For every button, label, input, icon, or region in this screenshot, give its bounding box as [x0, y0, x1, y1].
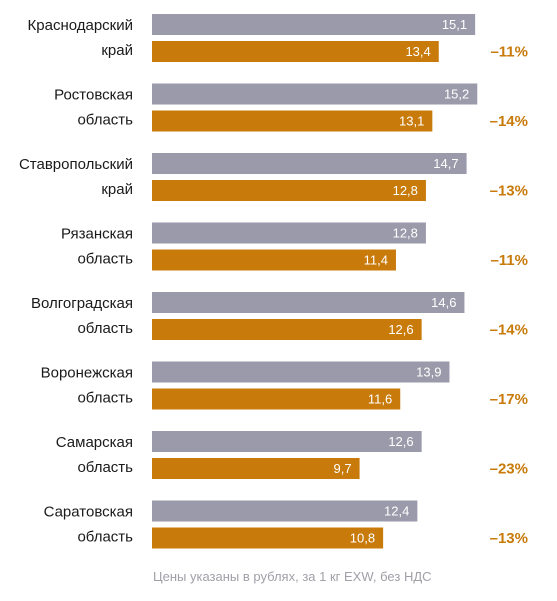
- bar-value-label: 13,1: [399, 114, 424, 129]
- category-label: Рязанская: [61, 226, 133, 243]
- bar-value-label: 11,4: [364, 253, 388, 268]
- bar: [152, 110, 433, 132]
- change-label: –13%: [490, 530, 528, 547]
- bar-value-label: 11,6: [368, 392, 392, 407]
- change-label: –11%: [490, 252, 528, 269]
- change-label: –13%: [490, 183, 528, 200]
- bar: [152, 500, 418, 522]
- bar: [152, 319, 422, 340]
- bar: [152, 180, 426, 201]
- bar-value-label: 14,6: [431, 295, 456, 310]
- bar: [152, 527, 384, 549]
- bar: [152, 458, 360, 479]
- category-label: область: [77, 320, 133, 337]
- bar: [152, 222, 426, 244]
- bar: [152, 388, 401, 410]
- category-label: Саратовская: [44, 504, 133, 521]
- bar-value-label: 12,8: [393, 183, 418, 198]
- category-label: область: [77, 459, 133, 476]
- chart-footnote: Цены указаны в рублях, за 1 кг EXW, без …: [153, 569, 432, 584]
- bar-value-label: 9,7: [334, 461, 352, 476]
- change-label: –14%: [490, 322, 528, 339]
- change-label: –11%: [490, 44, 528, 61]
- category-label: Ростовская: [54, 87, 133, 104]
- bar-value-label: 12,8: [393, 226, 418, 241]
- category-label: Самарская: [56, 434, 133, 451]
- bar-value-label: 10,8: [350, 531, 375, 546]
- bar-value-label: 14,7: [433, 156, 458, 171]
- category-label: край: [101, 181, 133, 198]
- bar-value-label: 13,4: [405, 44, 430, 59]
- category-label: область: [77, 112, 133, 129]
- bar-value-label: 12,6: [388, 434, 413, 449]
- category-label: область: [77, 251, 133, 268]
- bar-value-label: 12,6: [388, 322, 413, 337]
- bar: [152, 249, 396, 271]
- bar: [152, 41, 439, 62]
- category-label: Краснодарский: [28, 17, 133, 34]
- change-label: –14%: [490, 113, 528, 130]
- bar: [152, 83, 478, 105]
- category-label: область: [77, 529, 133, 546]
- bar: [152, 14, 476, 35]
- bar-value-label: 15,2: [444, 87, 469, 102]
- bar-value-label: 13,9: [416, 365, 441, 380]
- category-label: край: [101, 42, 133, 59]
- change-label: –23%: [490, 461, 528, 478]
- bar: [152, 361, 450, 383]
- category-label: Ставропольский: [19, 156, 133, 173]
- bar: [152, 292, 465, 313]
- category-label: область: [77, 390, 133, 407]
- bar-value-label: 15,1: [442, 17, 467, 32]
- category-label: Волгоградская: [31, 295, 133, 312]
- bar: [152, 153, 467, 174]
- bar-value-label: 12,4: [384, 504, 409, 519]
- change-label: –17%: [490, 391, 528, 408]
- bar: [152, 431, 422, 452]
- category-label: Воронежская: [41, 365, 133, 382]
